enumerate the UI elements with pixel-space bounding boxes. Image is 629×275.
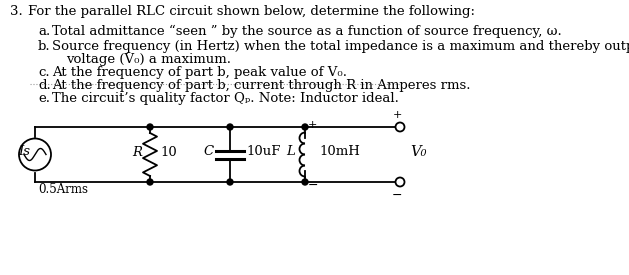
Text: −: − (392, 189, 403, 202)
Circle shape (227, 124, 233, 130)
Circle shape (396, 177, 404, 186)
Text: +: + (308, 120, 318, 130)
Text: +: + (392, 110, 402, 120)
Circle shape (396, 122, 404, 131)
Circle shape (302, 124, 308, 130)
Text: For the parallel RLC circuit shown below, determine the following:: For the parallel RLC circuit shown below… (28, 5, 475, 18)
Text: At the frequency of part b, current through R in Amperes rms.: At the frequency of part b, current thro… (52, 79, 470, 92)
Text: C: C (204, 145, 214, 158)
Text: R: R (132, 146, 142, 159)
Text: c.: c. (38, 66, 50, 79)
Circle shape (147, 179, 153, 185)
Text: −: − (308, 178, 318, 191)
Text: Total admittance “seen ” by the source as a function of source frequency, ω.: Total admittance “seen ” by the source a… (52, 25, 562, 38)
Text: 10: 10 (160, 146, 177, 159)
Text: 10mH: 10mH (319, 145, 360, 158)
Text: At the frequency of part b, peak value of V₀.: At the frequency of part b, peak value o… (52, 66, 347, 79)
Text: voltage (V₀) a maximum.: voltage (V₀) a maximum. (66, 53, 231, 66)
Text: a.: a. (38, 25, 50, 38)
Circle shape (302, 179, 308, 185)
Text: L: L (286, 145, 295, 158)
Text: d.: d. (38, 79, 51, 92)
Text: V₀: V₀ (410, 144, 426, 158)
Text: 0.5Arms: 0.5Arms (38, 183, 88, 196)
Text: e.: e. (38, 92, 50, 105)
Circle shape (147, 124, 153, 130)
Text: 10uF: 10uF (246, 145, 281, 158)
Text: The circuit’s quality factor Qₚ. Note: Inductor ideal.: The circuit’s quality factor Qₚ. Note: I… (52, 92, 399, 105)
Text: Is: Is (18, 145, 30, 158)
Circle shape (227, 179, 233, 185)
Text: 3.: 3. (10, 5, 23, 18)
Text: Source frequency (in Hertz) when the total impedance is a maximum and thereby ou: Source frequency (in Hertz) when the tot… (52, 40, 629, 53)
Text: b.: b. (38, 40, 50, 53)
